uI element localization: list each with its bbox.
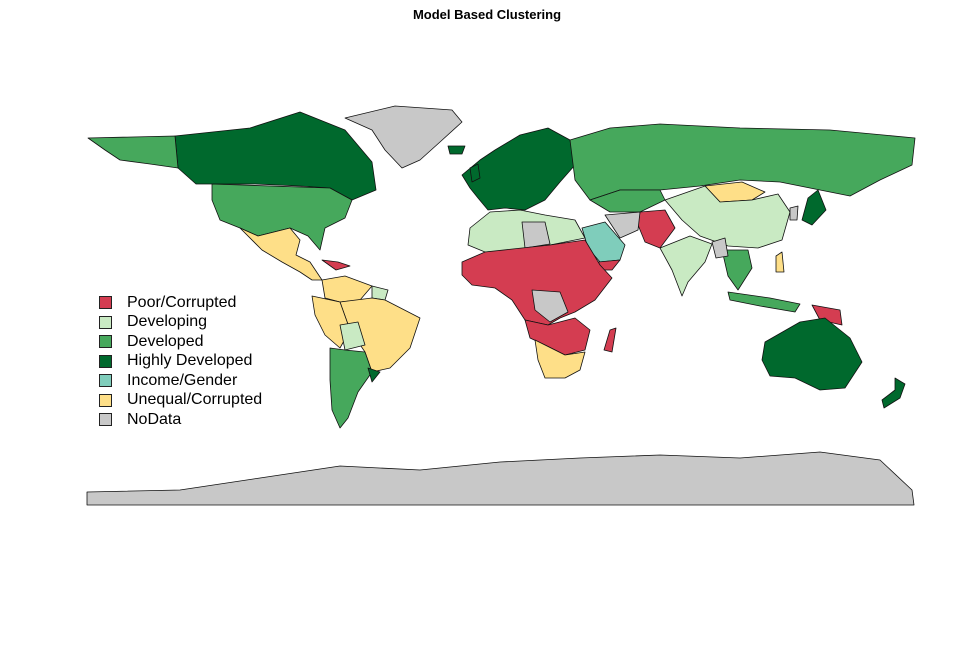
region-png [811,304,843,326]
region-iran [604,211,641,239]
region-indochina [711,237,729,259]
region-new-zealand [881,377,906,409]
region-usa [211,183,353,251]
map-title: Model Based Clustering [412,7,562,22]
region-europe [461,127,576,211]
region-central-asia [589,189,666,213]
region-antarctica [86,451,915,506]
legend-item: Developed [99,332,262,352]
region-bolivia [339,321,366,351]
legend-label: Poor/Corrupted [127,293,237,311]
legend-label: Developing [127,313,208,331]
region-australia [761,317,863,391]
legend-swatch [99,296,112,310]
region-central-africa [531,289,569,323]
region-southern-cone [329,347,373,429]
legend-swatch [99,335,112,349]
legend-item: NoData [99,410,262,430]
region-philippines [775,251,785,273]
region-alaska [87,135,179,169]
region-china [664,185,791,249]
legend-item: Income/Gender [99,371,262,391]
region-japan [801,189,827,226]
region-southern-africa [524,317,591,356]
legend-item: Poor/Corrupted [99,293,262,313]
region-uruguay [367,367,381,383]
region-greenland [344,105,463,169]
region-caribbean [321,259,351,271]
region-iceland [447,145,466,155]
legend: Poor/Corrupted Developing Developed Highly … [99,293,262,430]
region-se-asia [721,249,753,291]
region-peru [311,295,351,349]
legend-swatch [99,374,112,388]
legend-swatch [99,354,112,368]
legend-swatch [99,413,112,427]
legend-swatch [99,393,112,407]
legend-label: Highly Developed [127,352,253,370]
region-north-south-america [321,275,373,303]
region-libya [521,221,551,249]
region-madagascar [603,327,617,353]
region-korea [789,205,799,221]
region-sub-saharan [461,239,613,326]
region-india [659,235,713,297]
region-mexico [239,227,323,281]
legend-item: Highly Developed [99,352,262,372]
legend-label: NoData [127,410,182,428]
legend-item: Developing [99,313,262,333]
legend-swatch [99,315,112,329]
legend-label: Developed [127,332,204,350]
legend-label: Unequal/Corrupted [127,391,263,409]
region-south-africa [534,339,586,379]
legend-label: Income/Gender [127,371,238,389]
region-indonesia [727,291,801,313]
region-afpak [637,209,676,249]
legend-item: Unequal/Corrupted [99,391,262,411]
region-guyanas [371,285,389,301]
region-uk [469,163,481,183]
